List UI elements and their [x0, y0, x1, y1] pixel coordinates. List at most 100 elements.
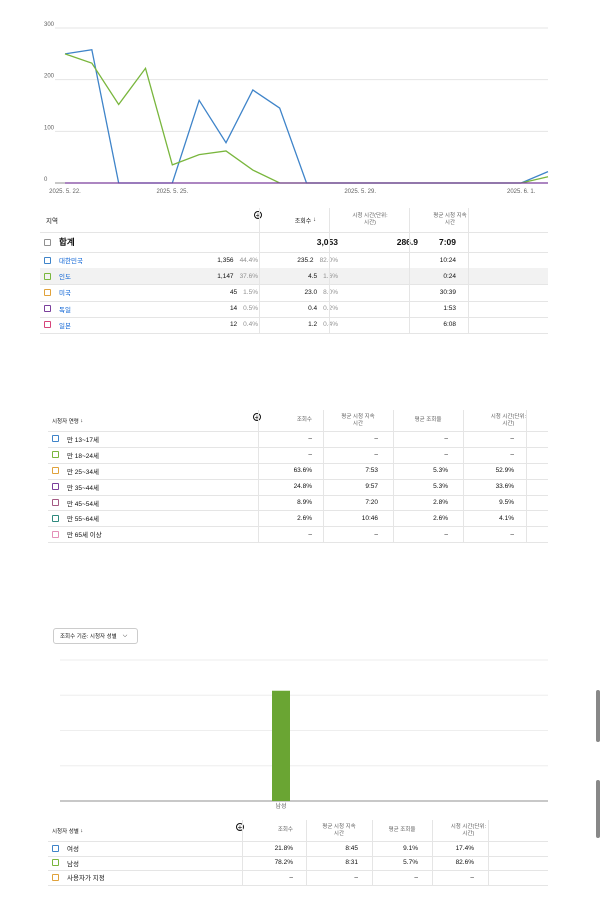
add-metric-button[interactable]: + — [254, 198, 262, 232]
wpct-cell: 0.2% — [323, 305, 338, 313]
metric-dropdown[interactable]: 조회수 기준: 시청자 성별 ⌵ — [53, 628, 138, 644]
plus-circle-icon[interactable]: + — [253, 412, 261, 422]
views-cell: 24.8% — [293, 483, 312, 491]
chevron-down-icon: ⌵ — [122, 632, 128, 639]
total-watch: 286.9 — [396, 237, 418, 247]
table-row[interactable]: 남성 78.2% 8:31 5.7% 82.6% — [48, 856, 548, 871]
watch-cell: 1.2 0.4% — [308, 321, 338, 329]
row-label: 만 25~34세 — [67, 468, 100, 476]
x-tick-label: 남성 — [275, 802, 286, 810]
vpct-cell: 0.4% — [243, 321, 258, 329]
watch-cell: 23.0 8.0% — [304, 288, 338, 296]
views-cell: 2.6% — [297, 514, 312, 522]
views-header[interactable]: 조회수 — [296, 417, 312, 423]
row-label[interactable]: 미국 — [59, 290, 71, 298]
table-row[interactable]: 만 45~54세 8.9% 7:20 2.8% 9.5% — [48, 495, 548, 512]
row-checkbox[interactable] — [52, 844, 59, 852]
avg-cell: 7:20 — [365, 499, 378, 507]
vpct-cell: 37.6% — [239, 272, 258, 280]
wpct-cell: 1.6% — [323, 272, 338, 280]
table-row[interactable]: 만 18~24세 – – – – — [48, 447, 548, 464]
table-row[interactable]: 만 13~17세 – – – – — [48, 431, 548, 448]
row-checkbox[interactable] — [52, 859, 59, 867]
row-label: 만 65세 이상 — [67, 532, 102, 540]
row-checkbox[interactable] — [44, 321, 51, 329]
dropdown-label: 조회수 기준: 시청자 성별 — [60, 634, 117, 640]
row-checkbox[interactable] — [52, 873, 59, 881]
age-table-header: 시청자 연령 ↓ + 조회수 평균 시청 지속 시간 평균 조회율 시청 시간(… — [48, 410, 548, 432]
arrow-down-icon[interactable]: ↓ — [80, 827, 84, 834]
scrollbar-thumb-lower[interactable] — [596, 780, 600, 838]
row-label[interactable]: 독일 — [59, 306, 71, 314]
views-cell: 78.2% — [274, 859, 293, 867]
watch-time-header[interactable]: 시청 시간(단위: 시간) — [352, 213, 388, 226]
row-label: 만 55~64세 — [67, 516, 100, 524]
arrow-down-icon[interactable]: ↓ — [80, 417, 84, 424]
bar-남성[interactable] — [272, 690, 290, 801]
avg-duration-header[interactable]: 평균 시청 지속 시간 — [341, 413, 375, 427]
row-label: 여성 — [67, 846, 79, 854]
ratio-cell: 9.1% — [403, 844, 418, 852]
y-tick-label: 200 — [44, 74, 55, 80]
avg-cell: – — [354, 873, 358, 881]
row-label[interactable]: 대한민국 — [59, 258, 83, 266]
row-label: 만 18~24세 — [67, 452, 100, 460]
table-row[interactable]: 사용자가 지정 – – – – — [48, 870, 548, 886]
row-checkbox[interactable] — [44, 256, 51, 264]
row-checkbox[interactable] — [44, 288, 51, 296]
avg-duration-header[interactable]: 평균 시청 지속 시간 — [433, 213, 467, 226]
avg-cell: 30:39 — [439, 288, 456, 296]
row-label[interactable]: 일본 — [59, 322, 71, 330]
watch-cell: 33.6% — [495, 483, 514, 491]
views-cell: 14 0.5% — [229, 305, 258, 313]
row-checkbox[interactable] — [52, 514, 59, 522]
add-metric-button[interactable]: + — [236, 812, 244, 841]
region-table-header: 지역 + 조회수 ↓ 시청 시간(단위: 시간) 평균 시청 지속 시간 — [40, 208, 548, 233]
row-checkbox[interactable] — [44, 272, 51, 280]
avg-ratio-header[interactable]: 평균 조회율 — [414, 417, 442, 423]
table-row[interactable]: 만 65세 이상 – – – – — [48, 526, 548, 544]
row-checkbox[interactable] — [52, 530, 59, 538]
watch-time-header[interactable]: 시청 시간(단위: 시간) — [490, 413, 526, 427]
views-cell: 1,147 37.6% — [217, 272, 258, 280]
wpct-cell: 8.0% — [323, 288, 338, 296]
row-checkbox[interactable] — [52, 499, 59, 507]
row-label[interactable]: 인도 — [59, 274, 71, 282]
plus-circle-icon[interactable]: + — [236, 822, 244, 832]
views-header[interactable]: 조회수 — [277, 827, 293, 833]
row-checkbox[interactable] — [52, 435, 59, 443]
table-row[interactable]: 인도 1,147 37.6% 4.5 1.6% 0:24 — [40, 268, 548, 286]
x-tick-label: 2025. 6. 1. — [507, 189, 536, 195]
ratio-cell: – — [444, 530, 448, 538]
views-cell: – — [289, 873, 293, 881]
avg-cell: 10:46 — [361, 514, 378, 522]
table-row[interactable]: 여성 21.8% 8:45 9.1% 17.4% — [48, 841, 548, 857]
views-header[interactable]: 조회수 ↓ — [294, 217, 316, 225]
row-checkbox[interactable] — [52, 451, 59, 459]
plus-circle-icon[interactable]: + — [254, 211, 262, 220]
y-tick-label: 300 — [44, 22, 55, 28]
row-checkbox[interactable] — [44, 305, 51, 313]
row-checkbox[interactable] — [52, 483, 59, 491]
table-row[interactable]: 만 25~34세 63.6% 7:53 5.3% 52.9% — [48, 463, 548, 480]
row-label: 만 45~54세 — [67, 500, 100, 508]
add-metric-button[interactable]: + — [253, 402, 261, 431]
avg-duration-header[interactable]: 평균 시청 지속 시간 — [322, 823, 356, 837]
x-tick-label: 2025. 5. 22. — [49, 189, 81, 195]
row-label: 남성 — [67, 860, 79, 868]
table-row[interactable]: 미국 45 1.5% 23.0 8.0% 30:39 — [40, 284, 548, 302]
scrollbar-thumb[interactable] — [596, 690, 600, 742]
table-row[interactable]: 만 35~44세 24.8% 9:57 5.3% 33.6% — [48, 479, 548, 496]
avg-cell: 8:31 — [345, 859, 358, 867]
avg-ratio-header[interactable]: 평균 조회율 — [388, 827, 416, 833]
watch-time-header[interactable]: 시청 시간(단위: 시간) — [450, 823, 486, 837]
ratio-cell: – — [444, 451, 448, 459]
total-checkbox[interactable] — [44, 238, 51, 246]
table-row[interactable]: 독일 14 0.5% 0.4 0.2% 1:53 — [40, 301, 548, 318]
watch-cell: – — [510, 530, 514, 538]
row-checkbox[interactable] — [52, 467, 59, 475]
table-row[interactable]: 만 55~64세 2.6% 10:46 2.6% 4.1% — [48, 511, 548, 528]
table-row[interactable]: 일본 12 0.4% 1.2 0.4% 6:08 — [40, 317, 548, 334]
gender-bar-chart: 남성 — [60, 659, 548, 810]
